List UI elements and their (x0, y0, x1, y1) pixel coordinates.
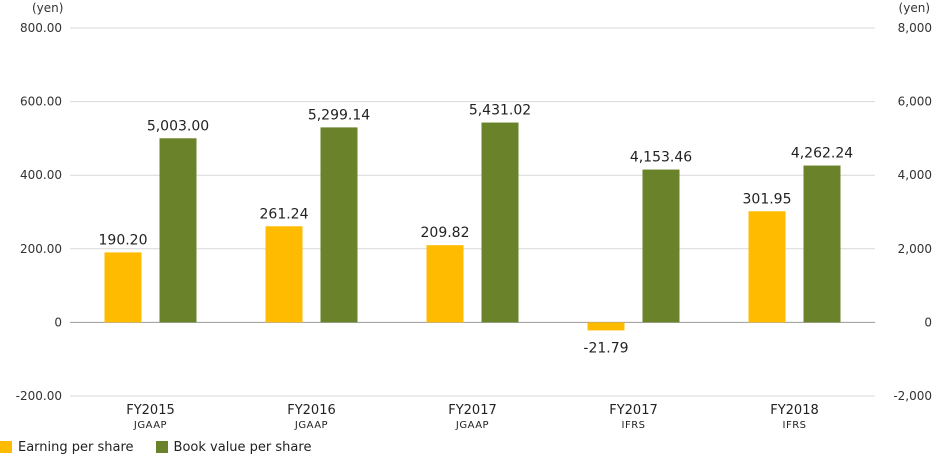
axes: 800.00 600.00 400.00 200.00 0 -200.00 8,000 6,0… (16, 1, 932, 431)
y-right-tick-label: 2,000 (898, 242, 932, 256)
data-label-bvps: 4,262.24 (791, 146, 853, 162)
bar-eps (748, 211, 786, 323)
y-left-unit: (yen) (32, 1, 63, 15)
y-left-tick-label: 400.00 (20, 168, 62, 182)
bar-bvps (481, 122, 519, 323)
chart-canvas: 190.20 5,003.00 261.24 5,299.14 209.82 5,431.… (16, 1, 932, 431)
data-label-eps: -21.79 (583, 340, 628, 356)
bar-eps (426, 245, 464, 323)
x-tick-label: FY2015 (126, 403, 175, 418)
y-right-tick-label: 0 (924, 315, 932, 329)
bar-eps (104, 252, 142, 323)
y-right-unit: (yen) (899, 1, 930, 15)
grid-lines (70, 27, 875, 397)
legend-label-eps: Earning per share (18, 439, 134, 455)
data-label-bvps: 5,431.02 (469, 103, 531, 119)
data-label-bvps: 5,003.00 (147, 118, 209, 134)
data-label-bvps: 5,299.14 (308, 107, 370, 123)
legend-item-bvps: Book value per share (155, 439, 312, 455)
bar-bvps (642, 169, 680, 323)
data-label-eps: 209.82 (421, 225, 470, 241)
y-right-tick-label: 4,000 (898, 168, 932, 182)
y-left-tick-label: 600.00 (20, 95, 62, 109)
data-labels: 190.20 5,003.00 261.24 5,299.14 209.82 5,431.… (99, 103, 854, 357)
y-left-tick-label: -200.00 (16, 389, 62, 403)
bar-bvps (159, 138, 197, 323)
x-tick-label: FY2017 (609, 403, 658, 418)
x-tick-label: FY2017 (448, 403, 497, 418)
bar-bvps (803, 165, 841, 323)
bars (104, 122, 841, 331)
y-left-tick-label: 0 (54, 315, 62, 329)
data-label-eps: 190.20 (99, 232, 148, 248)
bar-bvps (320, 127, 358, 323)
y-right-tick-label: 6,000 (898, 95, 932, 109)
x-tick-sublabel: JGAAP (455, 420, 489, 431)
legend: Earning per share Book value per share (0, 439, 333, 455)
legend-swatch-eps (0, 441, 12, 453)
legend-item-eps: Earning per share (0, 440, 134, 455)
y-right-tick-label: -2,000 (893, 389, 932, 403)
x-tick-label: FY2018 (770, 403, 819, 418)
data-label-bvps: 4,153.46 (630, 150, 692, 166)
x-tick-sublabel: JGAAP (133, 420, 167, 431)
x-tick-sublabel: IFRS (783, 420, 807, 431)
bar-eps (265, 226, 303, 323)
data-label-eps: 301.95 (743, 191, 792, 207)
y-left-tick-label: 200.00 (20, 242, 62, 256)
legend-swatch-bvps (155, 441, 168, 453)
y-left-tick-label: 800.00 (20, 21, 62, 35)
x-tick-label: FY2016 (287, 403, 336, 418)
legend-label-bvps: Book value per share (173, 439, 312, 455)
bar-eps (587, 322, 625, 331)
x-tick-sublabel: IFRS (622, 420, 646, 431)
y-right-tick-label: 8,000 (898, 21, 932, 35)
data-label-eps: 261.24 (260, 206, 309, 222)
x-tick-sublabel: JGAAP (294, 420, 328, 431)
